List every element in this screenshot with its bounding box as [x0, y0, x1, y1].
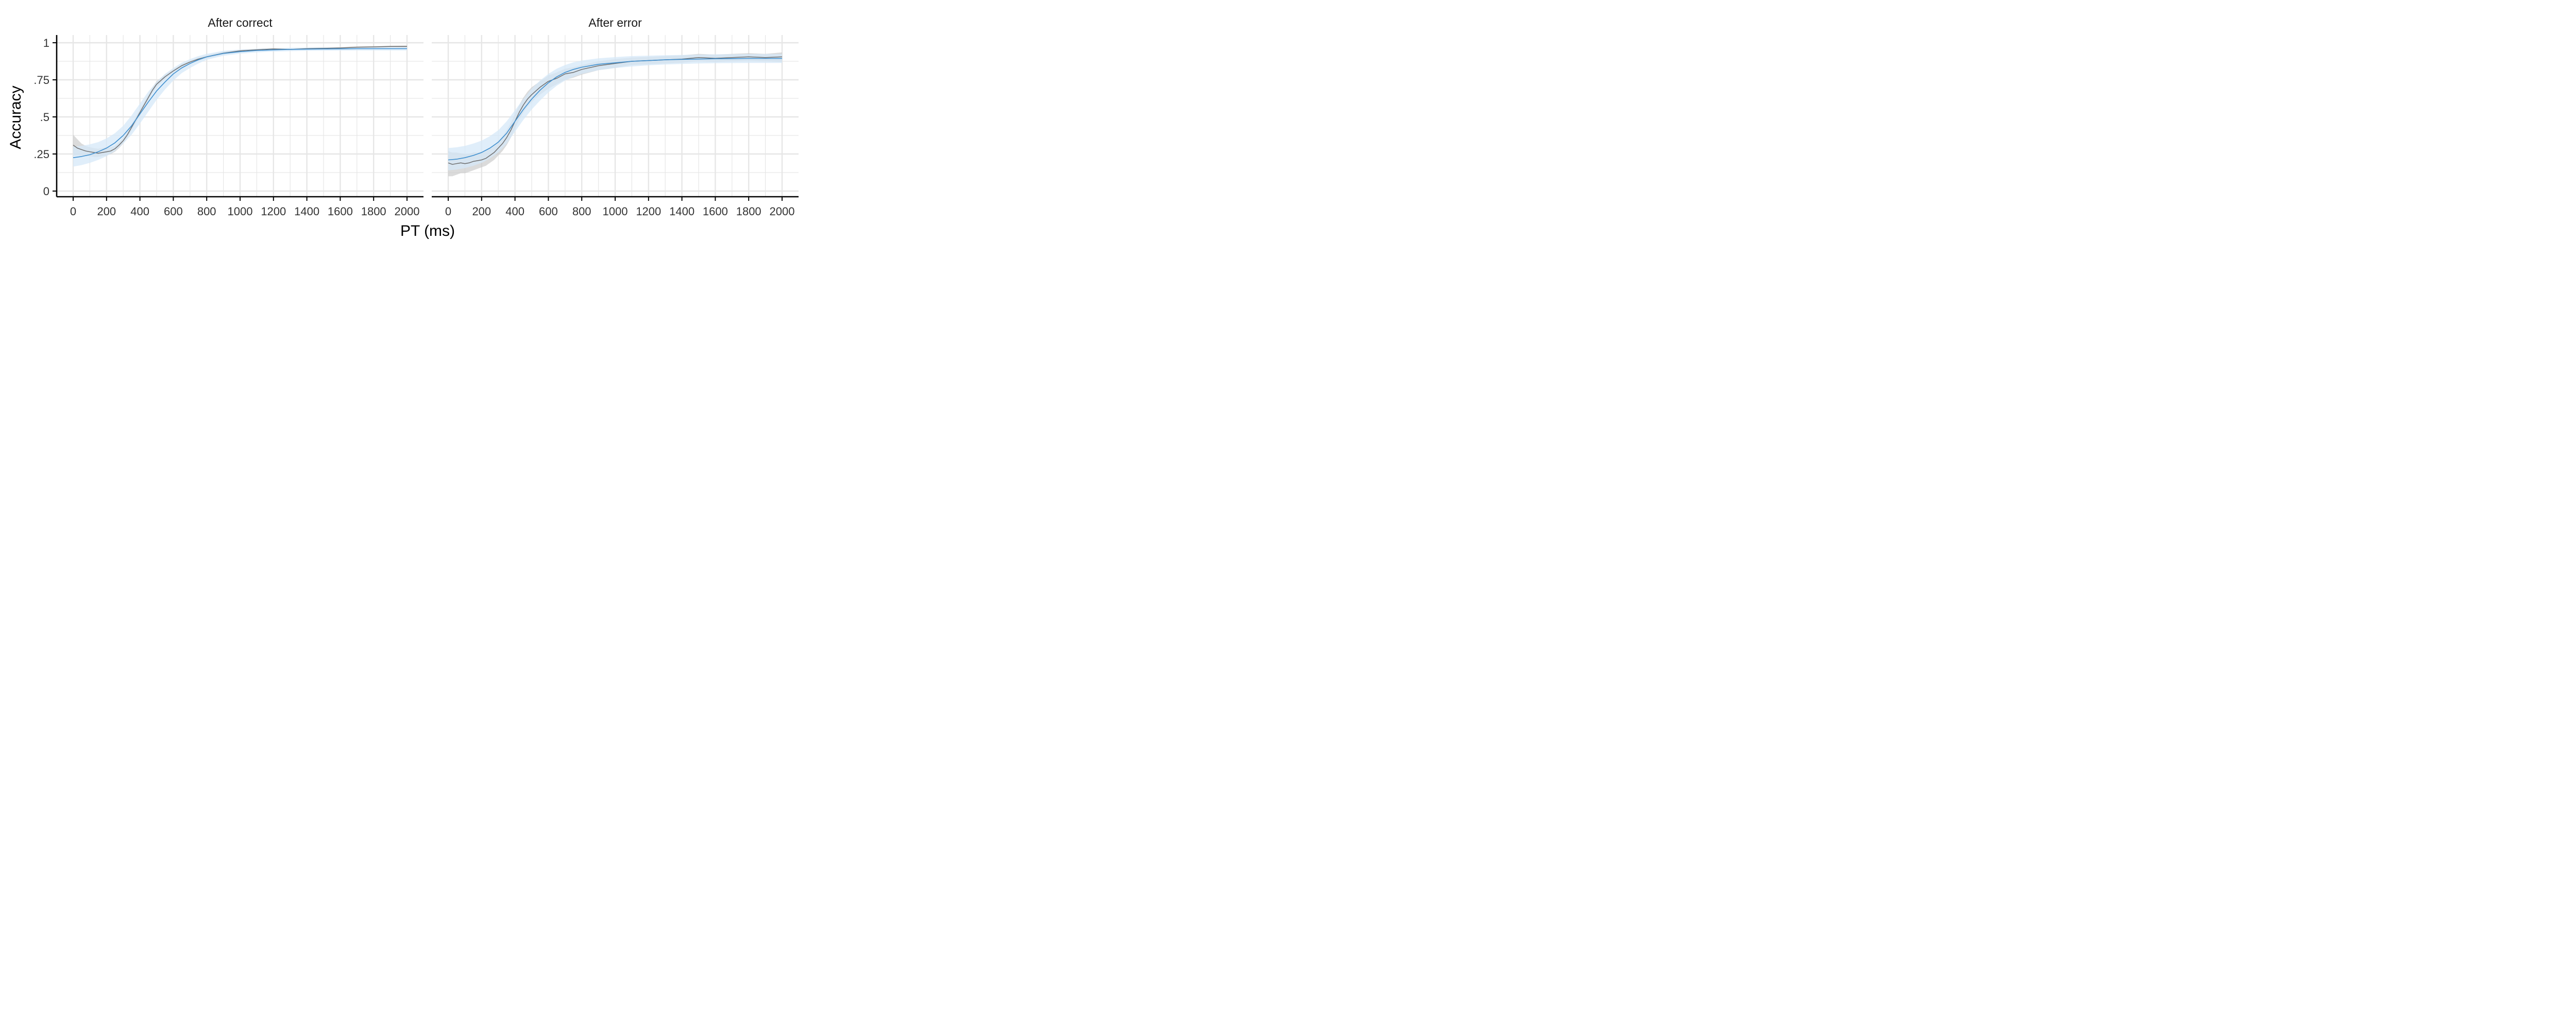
x-tick-label: 2000	[770, 205, 795, 218]
x-tick-label: 1000	[228, 205, 253, 218]
x-tick-label: 800	[572, 205, 591, 218]
x-tick-label: 1000	[603, 205, 628, 218]
y-tick-label: 1	[43, 37, 49, 49]
grid	[57, 35, 423, 197]
y-axis-label: Accuracy	[7, 85, 24, 149]
x-tick-label: 1600	[328, 205, 353, 218]
x-tick-label: 1400	[669, 205, 694, 218]
y-tick-label: .25	[33, 148, 49, 161]
x-tick-label: 1600	[703, 205, 728, 218]
x-tick-label: 0	[70, 205, 76, 218]
x-tick-label: 1200	[261, 205, 286, 218]
x-tick-label: 400	[505, 205, 524, 218]
x-tick-label: 1800	[361, 205, 386, 218]
x-tick-label: 600	[539, 205, 558, 218]
panel-after-error: After error 0 200 400 600 800 1000 1200 1400 1600…	[432, 16, 799, 218]
x-tick-label: 1200	[636, 205, 661, 218]
x-tick-label: 2000	[395, 205, 420, 218]
x-tick-label: 400	[130, 205, 149, 218]
x-tick-label: 1800	[736, 205, 761, 218]
model-confidence-band	[73, 47, 407, 167]
panel-after-correct: After correct 0 .25 .5 .75 1 0 200 400 600 800 1000…	[33, 16, 423, 218]
x-axis-label: PT (ms)	[400, 222, 455, 239]
model-accuracy-line	[448, 58, 782, 161]
panel-title: After correct	[208, 16, 273, 29]
x-tick-label: 1400	[294, 205, 319, 218]
x-tick-label: 600	[164, 205, 183, 218]
y-tick-label: 0	[43, 185, 49, 198]
y-tick-label: .75	[33, 74, 49, 87]
accuracy-by-pt-figure: After correct 0 .25 .5 .75 1 0 200 400 600 800 1000…	[7, 16, 799, 239]
model-confidence-band	[448, 54, 782, 170]
y-tick-label: .5	[40, 111, 49, 124]
panel-title: After error	[588, 16, 642, 29]
x-tick-label: 800	[197, 205, 216, 218]
model-accuracy-line	[73, 48, 407, 158]
x-tick-label: 200	[472, 205, 491, 218]
x-tick-label: 200	[97, 205, 116, 218]
x-tick-label: 0	[445, 205, 451, 218]
